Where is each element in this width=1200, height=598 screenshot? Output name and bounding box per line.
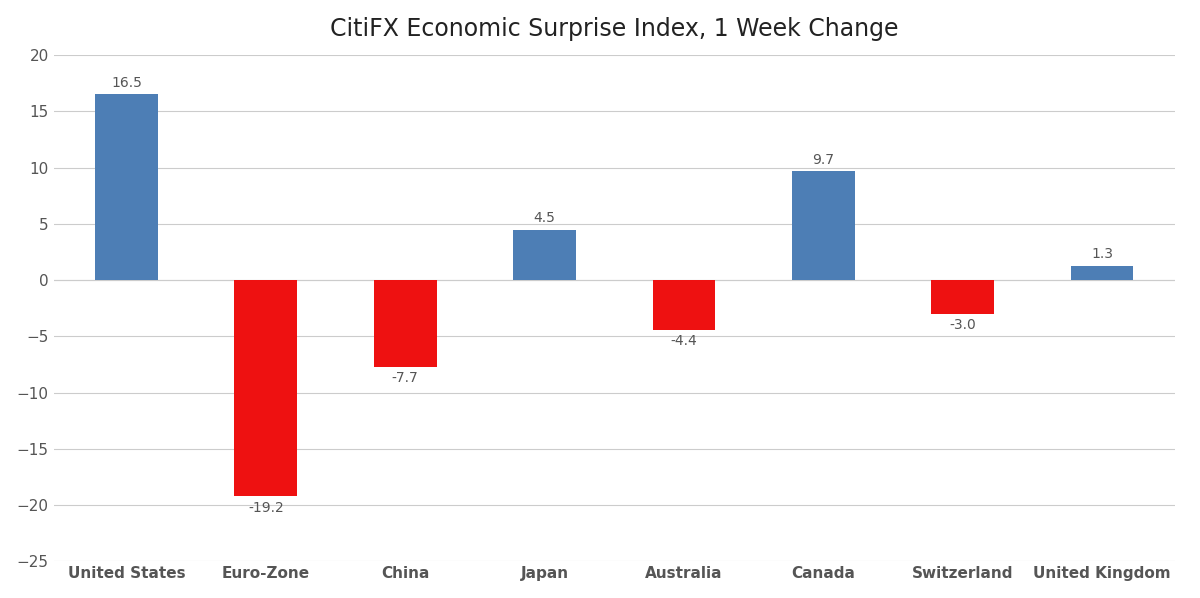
Bar bbox=[653, 280, 715, 329]
Text: -4.4: -4.4 bbox=[671, 334, 697, 348]
Text: -3.0: -3.0 bbox=[949, 318, 976, 332]
Bar bbox=[792, 171, 854, 280]
Text: 1.3: 1.3 bbox=[1091, 247, 1114, 261]
Bar bbox=[374, 280, 437, 367]
Bar bbox=[931, 280, 994, 314]
Bar bbox=[95, 94, 157, 280]
Bar bbox=[234, 280, 298, 496]
Text: 9.7: 9.7 bbox=[812, 152, 834, 166]
Text: -7.7: -7.7 bbox=[392, 371, 419, 385]
Text: 4.5: 4.5 bbox=[534, 211, 556, 225]
Bar bbox=[514, 230, 576, 280]
Bar bbox=[1070, 266, 1134, 280]
Text: -19.2: -19.2 bbox=[248, 501, 283, 515]
Title: CitiFX Economic Surprise Index, 1 Week Change: CitiFX Economic Surprise Index, 1 Week C… bbox=[330, 17, 899, 41]
Text: 16.5: 16.5 bbox=[110, 76, 142, 90]
